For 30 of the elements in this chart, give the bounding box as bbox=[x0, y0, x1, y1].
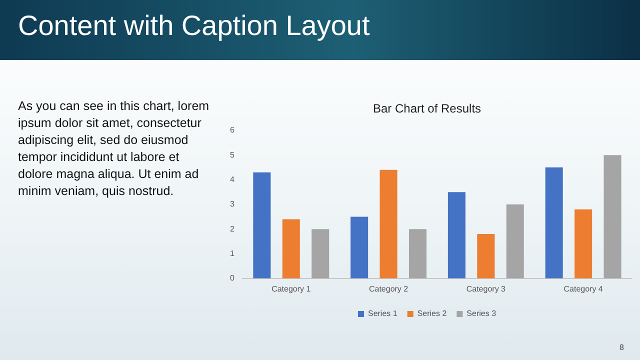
bar bbox=[282, 219, 300, 278]
y-tick-label: 0 bbox=[230, 274, 235, 283]
bar bbox=[408, 229, 427, 278]
legend-label: Series 3 bbox=[466, 309, 497, 318]
legend-label: Series 1 bbox=[368, 309, 398, 318]
bar bbox=[574, 209, 592, 278]
x-tick-label: Category 4 bbox=[564, 284, 604, 294]
bar bbox=[506, 204, 524, 278]
bar bbox=[604, 155, 622, 278]
bar bbox=[448, 192, 466, 278]
text: 8 bbox=[618, 343, 624, 352]
bar bbox=[350, 216, 368, 278]
y-tick-label: 3 bbox=[230, 200, 235, 209]
bar bbox=[253, 172, 271, 278]
text: As you can see in this chart, lorem ipsum dolor sit amet, consectetur adipiscing elit, sed do eiusmod tempor incididunt ut labore et dolore magna aliqua. Ut enim ad minim veniam, quis nostrud. bbox=[18, 98, 210, 200]
text: Content with Caption Layout bbox=[18, 10, 370, 42]
x-tick-label: Category 3 bbox=[466, 284, 506, 294]
y-tick-label: 4 bbox=[230, 174, 235, 184]
bar bbox=[545, 167, 563, 278]
bar bbox=[312, 229, 330, 278]
x-tick-label: Category 2 bbox=[368, 284, 409, 294]
bar bbox=[477, 234, 495, 278]
y-tick-label: 5 bbox=[230, 150, 235, 160]
y-tick-label: 1 bbox=[230, 248, 235, 258]
y-tick-label: 2 bbox=[230, 224, 235, 234]
y-tick-label: 6 bbox=[230, 126, 235, 135]
legend-label: Series 2 bbox=[417, 309, 448, 318]
x-tick-label: Category 1 bbox=[272, 284, 312, 294]
chart-title: Bar Chart of Results bbox=[372, 102, 482, 116]
bar bbox=[380, 170, 398, 278]
